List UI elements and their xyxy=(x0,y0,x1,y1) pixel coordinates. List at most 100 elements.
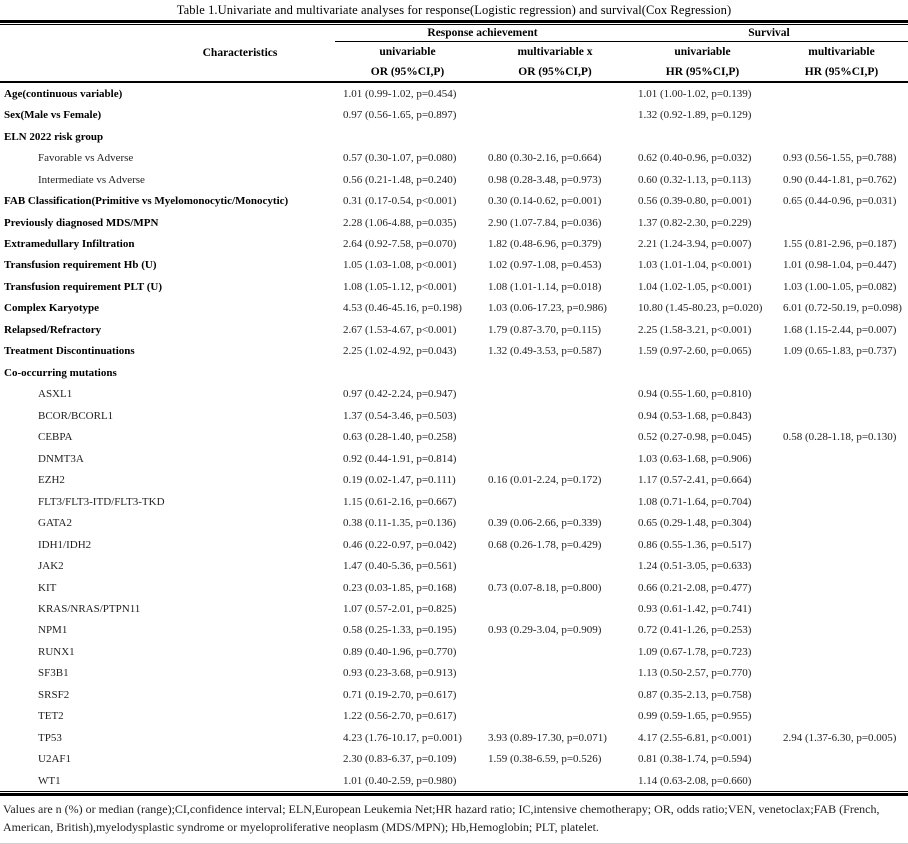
column-header-univariable-or: univariable xyxy=(379,46,436,58)
row-value: 1.03 (0.06-17.23, p=0.986) xyxy=(488,302,607,315)
row-value: 1.15 (0.61-2.16, p=0.667) xyxy=(343,495,457,508)
row-value: 0.97 (0.42-2.24, p=0.947) xyxy=(343,388,457,401)
table-row: Transfusion requirement PLT (U) 1.08 (1.0… xyxy=(0,276,908,297)
column-header-multivariable-hr: multivariable xyxy=(808,46,875,58)
row-value: 1.22 (0.56-2.70, p=0.617) xyxy=(343,710,457,723)
row-label: Transfusion requirement Hb (U) xyxy=(4,259,157,272)
table-row: IDH1/IDH2 0.46 (0.22-0.97, p=0.042) 0.68 (… xyxy=(0,534,908,555)
row-value: 0.93 (0.61-1.42, p=0.741) xyxy=(638,602,752,615)
row-value: 0.63 (0.28-1.40, p=0.258) xyxy=(343,431,457,444)
row-value: 0.71 (0.19-2.70, p=0.617) xyxy=(343,688,457,701)
table-row: Previously diagnosed MDS/MPN 2.28 (1.06-4… xyxy=(0,212,908,233)
row-label: TET2 xyxy=(38,710,64,723)
footnote-line-2: American, British),myelodysplastic syndr… xyxy=(3,819,599,834)
row-value: 2.30 (0.83-6.37, p=0.109) xyxy=(343,753,457,766)
table-row: Age(continuous variable) 1.01 (0.99-1.02,… xyxy=(0,83,908,104)
row-value: 1.55 (0.81-2.96, p=0.187) xyxy=(783,238,897,251)
table-row: KRAS/NRAS/PTPN11 1.07 (0.57-2.01, p=0.825… xyxy=(0,598,908,619)
table-row: Sex(Male vs Female) 0.97 (0.56-1.65, p=0.… xyxy=(0,104,908,125)
measure-header-hr-ci-1: HR (95%CI,P) xyxy=(665,65,740,78)
row-value: 1.01 (1.00-1.02, p=0.139) xyxy=(638,87,752,100)
column-header-multivariable-or: multivariable x xyxy=(517,46,593,58)
row-value: 0.87 (0.35-2.13, p=0.758) xyxy=(638,688,752,701)
row-label: NPM1 xyxy=(38,624,68,637)
table-row: SF3B1 0.93 (0.23-3.68, p=0.913) 1.13 (0.50… xyxy=(0,663,908,684)
table-footnote: Values are n (%) or median (range);CI,co… xyxy=(0,801,908,836)
row-value: 0.92 (0.44-1.91, p=0.814) xyxy=(343,452,457,465)
row-value: 1.32 (0.49-3.53, p=0.587) xyxy=(488,345,602,358)
row-value: 0.81 (0.38-1.74, p=0.594) xyxy=(638,753,752,766)
row-value: 4.17 (2.55-6.81, p<0.001) xyxy=(638,731,752,744)
table-row: TET2 1.22 (0.56-2.70, p=0.617) 0.99 (0.59-… xyxy=(0,706,908,727)
row-value: 4.23 (1.76-10.17, p=0.001) xyxy=(343,731,462,744)
measure-header-or-ci-1: OR (95%CI,P) xyxy=(370,65,445,78)
row-value: 0.39 (0.06-2.66, p=0.339) xyxy=(488,517,602,530)
row-value: 1.03 (1.00-1.05, p=0.082) xyxy=(783,280,897,293)
table-row: KIT 0.23 (0.03-1.85, p=0.168) 0.73 (0.07-8… xyxy=(0,577,908,598)
row-value: 1.08 (0.71-1.64, p=0.704) xyxy=(638,495,752,508)
row-value: 0.94 (0.53-1.68, p=0.843) xyxy=(638,409,752,422)
table-row: WT1 1.01 (0.40-2.59, p=0.980) 1.14 (0.63-2… xyxy=(0,770,908,791)
table-row: GATA2 0.38 (0.11-1.35, p=0.136) 0.39 (0.06… xyxy=(0,512,908,533)
table-row: U2AF1 2.30 (0.83-6.37, p=0.109) 1.59 (0.38… xyxy=(0,749,908,770)
row-value: 0.93 (0.29-3.04, p=0.909) xyxy=(488,624,602,637)
footnote-line-1: Values are n (%) or median (range);CI,co… xyxy=(3,802,880,817)
row-value: 2.94 (1.37-6.30, p=0.005) xyxy=(783,731,897,744)
row-value: 1.59 (0.97-2.60, p=0.065) xyxy=(638,345,752,358)
row-value: 1.82 (0.48-6.96, p=0.379) xyxy=(488,238,602,251)
table-row: SRSF2 0.71 (0.19-2.70, p=0.617) 0.87 (0.35… xyxy=(0,684,908,705)
row-label: CEBPA xyxy=(38,431,73,444)
row-value: 1.01 (0.99-1.02, p=0.454) xyxy=(343,87,457,100)
row-value: 0.72 (0.41-1.26, p=0.253) xyxy=(638,624,752,637)
row-label: Age(continuous variable) xyxy=(4,87,123,100)
row-label: Transfusion requirement PLT (U) xyxy=(4,280,162,293)
row-value: 0.60 (0.32-1.13, p=0.113) xyxy=(638,173,752,186)
row-value: 1.05 (1.03-1.08, p<0.001) xyxy=(343,259,457,272)
row-value: 0.80 (0.30-2.16, p=0.664) xyxy=(488,152,602,165)
table-row: FAB Classification(Primitive vs Myelomon… xyxy=(0,190,908,211)
table-row: Relapsed/Refractory 2.67 (1.53-4.67, p<0.… xyxy=(0,319,908,340)
table-title: Table 1.Univariate and multivariate anal… xyxy=(176,3,732,17)
table-row: TP53 4.23 (1.76-10.17, p=0.001) 3.93 (0.89… xyxy=(0,727,908,748)
row-label: KIT xyxy=(38,581,57,594)
row-value: 0.57 (0.30-1.07, p=0.080) xyxy=(343,152,457,165)
table-row: BCOR/BCORL1 1.37 (0.54-3.46, p=0.503) 0.94… xyxy=(0,405,908,426)
group-header-survival: Survival xyxy=(748,27,790,39)
row-label: WT1 xyxy=(38,774,61,787)
row-value: 0.65 (0.29-1.48, p=0.304) xyxy=(638,517,752,530)
row-label: FLT3/FLT3-ITD/FLT3-TKD xyxy=(38,495,165,508)
row-value: 0.56 (0.21-1.48, p=0.240) xyxy=(343,173,457,186)
row-value: 4.53 (0.46-45.16, p=0.198) xyxy=(343,302,462,315)
header-sub-row: univariable multivariable x univariable … xyxy=(335,42,908,62)
row-label: Favorable vs Adverse xyxy=(38,152,134,165)
row-label: DNMT3A xyxy=(38,452,84,465)
row-value: 0.58 (0.25-1.33, p=0.195) xyxy=(343,624,457,637)
table-row: EZH2 0.19 (0.02-1.47, p=0.111) 0.16 (0.01-… xyxy=(0,469,908,490)
row-value: 1.03 (1.01-1.04, p<0.001) xyxy=(638,259,752,272)
row-label: Intermediate vs Adverse xyxy=(38,173,145,186)
table-row: Co-occurring mutations xyxy=(0,362,908,383)
row-value: 1.01 (0.40-2.59, p=0.980) xyxy=(343,774,457,787)
row-value: 1.37 (0.54-3.46, p=0.503) xyxy=(343,409,457,422)
table-row: JAK2 1.47 (0.40-5.36, p=0.561) 1.24 (0.51-… xyxy=(0,555,908,576)
row-value: 0.31 (0.17-0.54, p<0.001) xyxy=(343,195,457,208)
row-value: 1.08 (1.05-1.12, p<0.001) xyxy=(343,280,457,293)
row-label: Relapsed/Refractory xyxy=(4,323,102,336)
row-value: 0.93 (0.23-3.68, p=0.913) xyxy=(343,667,457,680)
row-value: 1.47 (0.40-5.36, p=0.561) xyxy=(343,560,457,573)
row-label: Treatment Discontinuations xyxy=(4,345,135,358)
row-label: IDH1/IDH2 xyxy=(38,538,92,551)
row-label: ASXL1 xyxy=(38,388,73,401)
row-label: EZH2 xyxy=(38,474,65,487)
row-value: 0.86 (0.55-1.36, p=0.517) xyxy=(638,538,752,551)
row-value: 1.59 (0.38-6.59, p=0.526) xyxy=(488,753,602,766)
row-value: 1.79 (0.87-3.70, p=0.115) xyxy=(488,323,602,336)
row-value: 0.99 (0.59-1.65, p=0.955) xyxy=(638,710,752,723)
row-value: 2.21 (1.24-3.94, p=0.007) xyxy=(638,238,752,251)
row-label: Co-occurring mutations xyxy=(4,366,117,379)
row-label: Complex Karyotype xyxy=(4,302,100,315)
row-label: SF3B1 xyxy=(38,667,69,680)
row-value: 0.56 (0.39-0.80, p=0.001) xyxy=(638,195,752,208)
row-label: GATA2 xyxy=(38,517,72,530)
